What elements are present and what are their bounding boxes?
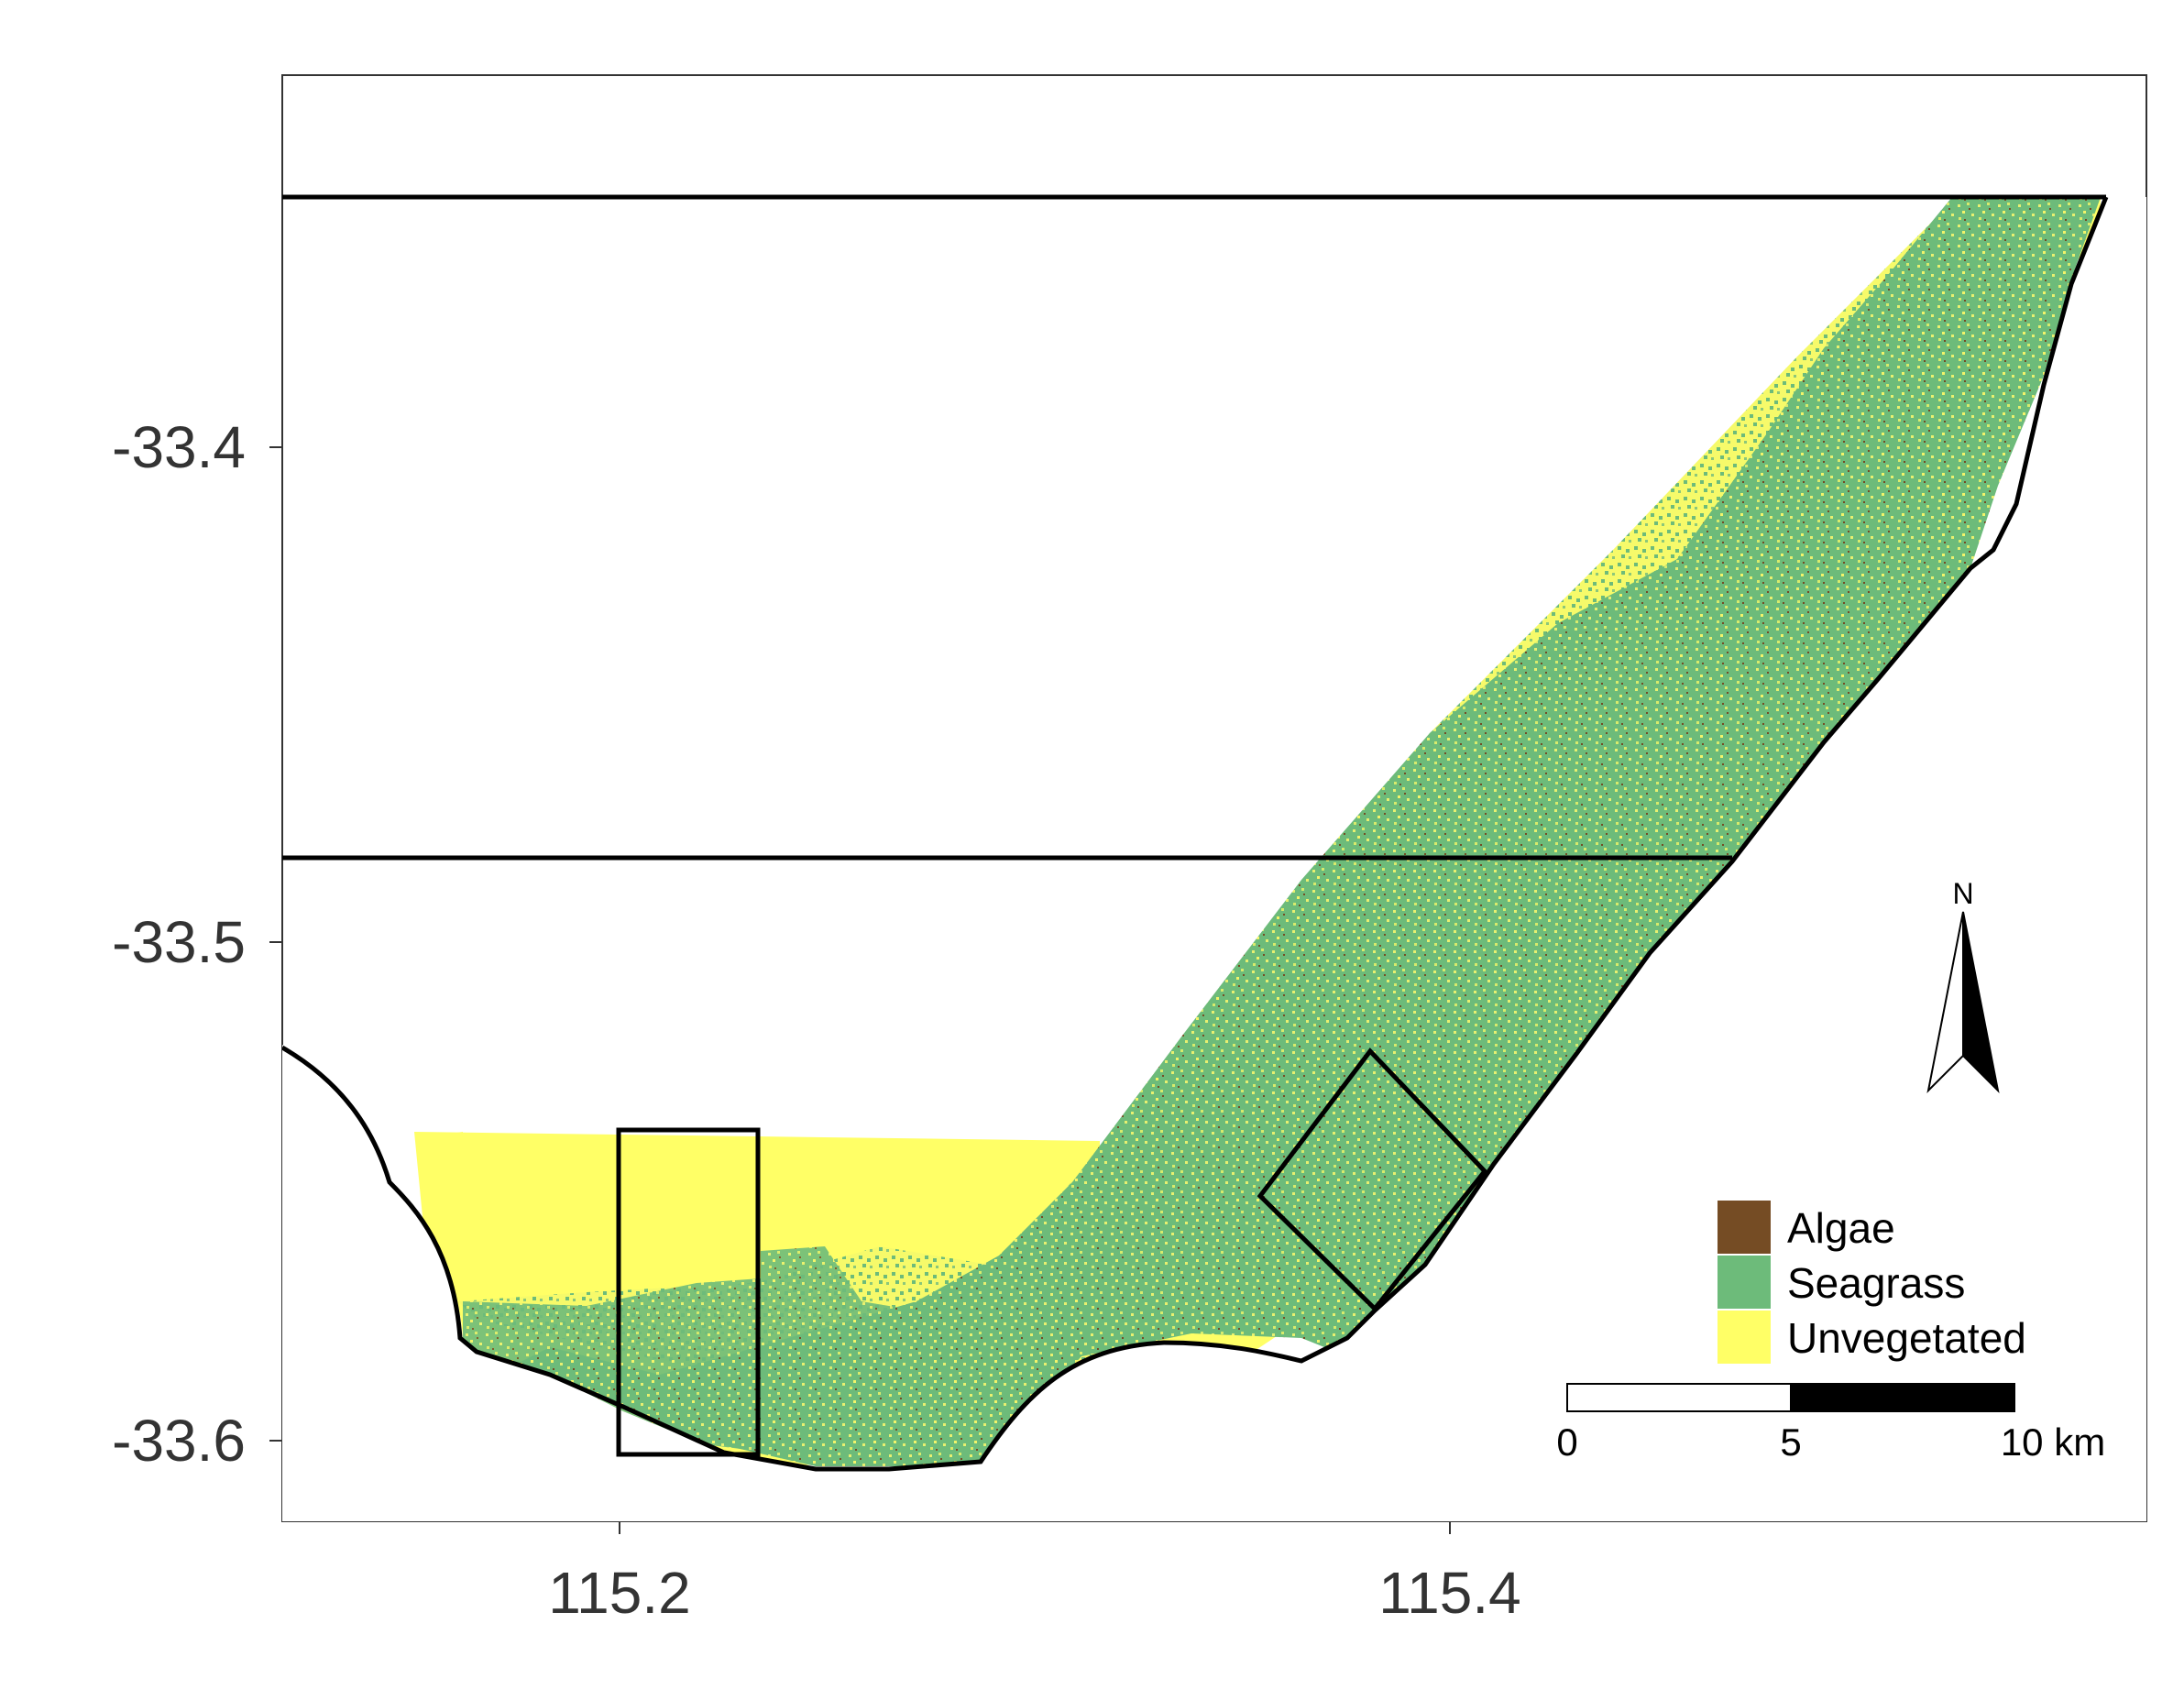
scale-bar-label: 5: [1780, 1420, 1801, 1464]
north-arrow: N: [1926, 877, 2000, 1094]
x-tick-label: 115.4: [1378, 1560, 1520, 1626]
legend-swatch-unvegetated: [1718, 1311, 1771, 1364]
north-arrow-label: N: [1952, 877, 1973, 910]
legend-swatch-seagrass: [1718, 1256, 1771, 1309]
legend-label: Seagrass: [1787, 1259, 1965, 1307]
legend-label: Algae: [1787, 1204, 1895, 1252]
land-mask: [282, 197, 2146, 1521]
study-site-box-west: [616, 1127, 761, 1457]
north-arrow-right-half: [1962, 911, 2000, 1094]
y-tick-label: -33.4: [112, 414, 246, 480]
map-layers: [282, 194, 2146, 1521]
study-site-box-east: [1257, 1047, 1488, 1312]
scale-bar-segment-black: [1790, 1383, 2015, 1412]
legend: Algae Seagrass Unvegetated: [1718, 1201, 2026, 1364]
y-tick-label: -33.6: [112, 1408, 246, 1474]
coastline: [282, 196, 2109, 1472]
scale-bar-label: 10 km: [2001, 1420, 2105, 1464]
x-tick-label: 115.2: [548, 1560, 690, 1626]
scale-bar-label: 0: [1556, 1420, 1577, 1464]
legend-swatch-algae: [1718, 1201, 1771, 1254]
y-tick-label: -33.5: [112, 909, 246, 975]
seagrass-area: [513, 197, 2101, 1466]
scale-bar: 0 5 10 km: [1556, 1383, 2105, 1464]
legend-label: Unvegetated: [1787, 1314, 2026, 1362]
scale-bar-segment-white: [1566, 1383, 1792, 1412]
